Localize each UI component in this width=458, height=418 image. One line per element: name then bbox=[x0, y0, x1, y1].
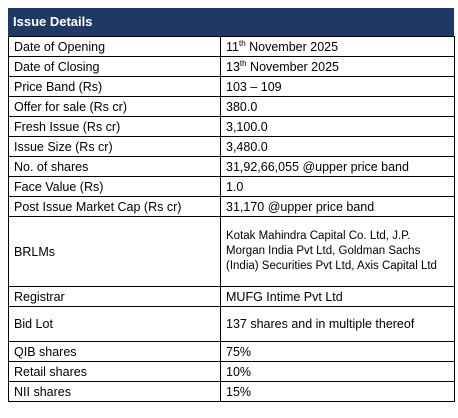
row-value: 103 – 109 bbox=[220, 76, 455, 97]
row-label: Fresh Issue (Rs cr) bbox=[8, 116, 221, 137]
row-label: Bid Lot bbox=[8, 306, 221, 342]
table-row: Issue Size (Rs cr) 3,480.0 bbox=[8, 136, 455, 157]
row-label: Date of Closing bbox=[8, 56, 221, 77]
row-value: 15% bbox=[220, 381, 455, 402]
table-row: No. of shares 31,92,66,055 @upper price … bbox=[8, 156, 455, 177]
row-value: 3,100.0 bbox=[220, 116, 455, 137]
row-label: QIB shares bbox=[8, 341, 221, 362]
row-value: 3,480.0 bbox=[220, 136, 455, 157]
table-row: NII shares 15% bbox=[8, 381, 455, 402]
table-row: Fresh Issue (Rs cr) 3,100.0 bbox=[8, 116, 455, 137]
row-value: 11th November 2025 bbox=[220, 36, 455, 57]
row-label: No. of shares bbox=[8, 156, 221, 177]
row-label: Post Issue Market Cap (Rs cr) bbox=[8, 196, 221, 217]
table-row: Registrar MUFG Intime Pvt Ltd bbox=[8, 286, 455, 307]
table-row: Retail shares 10% bbox=[8, 361, 455, 382]
row-label: Face Value (Rs) bbox=[8, 176, 221, 197]
issue-details-panel: Issue Details Date of Opening 11th Novem… bbox=[8, 8, 455, 402]
row-label: BRLMs bbox=[8, 216, 221, 287]
row-label: Retail shares bbox=[8, 361, 221, 382]
row-value: 10% bbox=[220, 361, 455, 382]
table-row: BRLMs Kotak Mahindra Capital Co. Ltd, J.… bbox=[8, 216, 455, 287]
row-value: 1.0 bbox=[220, 176, 455, 197]
table-row: Offer for sale (Rs cr) 380.0 bbox=[8, 96, 455, 117]
row-label: Issue Size (Rs cr) bbox=[8, 136, 221, 157]
row-label: NII shares bbox=[8, 381, 221, 402]
row-value: 13th November 2025 bbox=[220, 56, 455, 77]
row-value: MUFG Intime Pvt Ltd bbox=[220, 286, 455, 307]
row-value: Kotak Mahindra Capital Co. Ltd, J.P. Mor… bbox=[220, 216, 455, 287]
row-value: 31,170 @upper price band bbox=[220, 196, 455, 217]
row-value: 75% bbox=[220, 341, 455, 362]
table-row: Date of Closing 13th November 2025 bbox=[8, 56, 455, 77]
table-row: QIB shares 75% bbox=[8, 341, 455, 362]
table-title: Issue Details bbox=[8, 8, 454, 36]
table-row: Price Band (Rs) 103 – 109 bbox=[8, 76, 455, 97]
table-row: Date of Opening 11th November 2025 bbox=[8, 36, 455, 57]
row-label: Price Band (Rs) bbox=[8, 76, 221, 97]
row-value: 137 shares and in multiple thereof bbox=[220, 306, 455, 342]
row-value: 31,92,66,055 @upper price band bbox=[220, 156, 455, 177]
table-row: Post Issue Market Cap (Rs cr) 31,170 @up… bbox=[8, 196, 455, 217]
table-row: Face Value (Rs) 1.0 bbox=[8, 176, 455, 197]
row-label: Registrar bbox=[8, 286, 221, 307]
table-row: Bid Lot 137 shares and in multiple there… bbox=[8, 306, 455, 342]
row-label: Date of Opening bbox=[8, 36, 221, 57]
issue-details-table: Date of Opening 11th November 2025 Date … bbox=[8, 36, 455, 402]
row-label: Offer for sale (Rs cr) bbox=[8, 96, 221, 117]
row-value: 380.0 bbox=[220, 96, 455, 117]
